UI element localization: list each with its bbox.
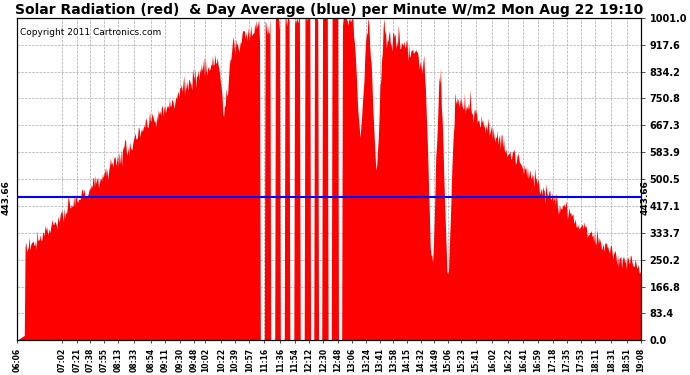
Text: Copyright 2011 Cartronics.com: Copyright 2011 Cartronics.com [20,28,161,37]
Text: 443.66: 443.66 [641,180,650,215]
Text: 443.66: 443.66 [2,180,11,215]
Title: Solar Radiation (red)  & Day Average (blue) per Minute W/m2 Mon Aug 22 19:10: Solar Radiation (red) & Day Average (blu… [14,3,643,17]
